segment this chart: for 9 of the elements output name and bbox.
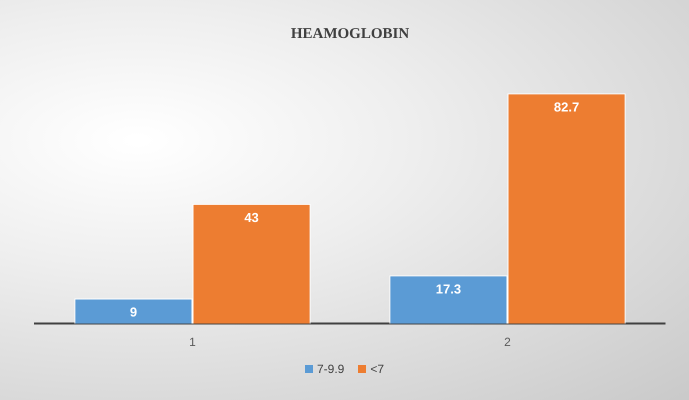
legend-label: <7 [370, 362, 384, 376]
data-label: 43 [244, 210, 259, 225]
data-label: 9 [130, 304, 138, 320]
x-tick-label: 1 [189, 335, 196, 350]
legend-label: 7-9.9 [316, 362, 344, 376]
data-label: 17.3 [436, 282, 462, 297]
x-tick-label: 2 [504, 335, 512, 350]
chart-title: HEAMOGLOBIN [290, 26, 410, 42]
data-label: 82.7 [554, 99, 580, 114]
